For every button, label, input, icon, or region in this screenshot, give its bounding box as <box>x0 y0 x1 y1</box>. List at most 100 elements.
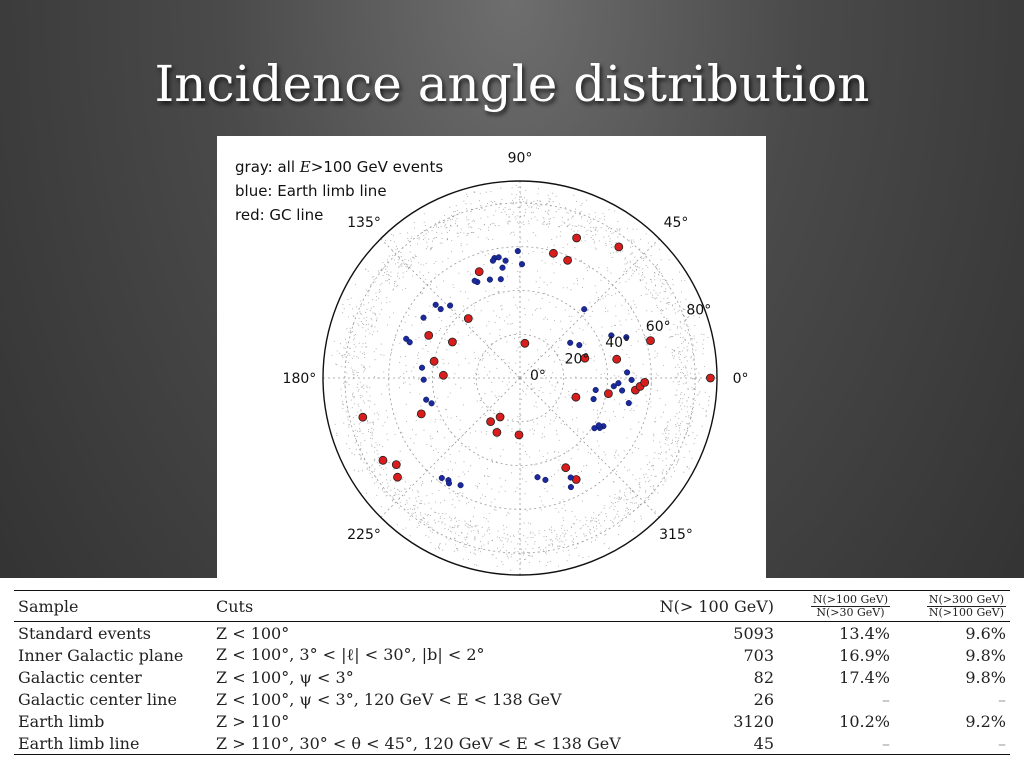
all-events-point <box>513 296 515 298</box>
all-events-point <box>522 391 525 393</box>
all-events-point <box>410 260 412 262</box>
all-events-point <box>596 525 598 527</box>
all-events-point <box>357 323 359 325</box>
all-events-point <box>406 502 408 504</box>
all-events-point <box>409 448 411 450</box>
all-events-point <box>620 324 622 326</box>
all-events-point <box>508 216 510 218</box>
all-events-point <box>676 422 678 424</box>
all-events-point <box>554 389 556 391</box>
earth-limb-line-point <box>502 257 509 264</box>
all-events-point <box>445 537 447 539</box>
all-events-point <box>491 267 493 269</box>
all-events-point <box>675 334 677 336</box>
all-events-point <box>618 496 620 498</box>
all-events-point <box>620 251 622 253</box>
all-events-point <box>484 340 487 342</box>
all-events-point <box>686 406 688 408</box>
all-events-point <box>660 446 662 448</box>
all-events-point <box>618 525 620 527</box>
all-events-point <box>600 373 602 375</box>
all-events-point <box>683 429 685 431</box>
all-events-point <box>566 529 568 531</box>
all-events-point <box>599 514 601 516</box>
all-events-point <box>338 352 340 354</box>
all-events-point <box>409 437 412 440</box>
all-events-point <box>645 233 647 235</box>
all-events-point <box>349 327 351 329</box>
all-events-point <box>427 514 429 516</box>
all-events-point <box>382 425 384 427</box>
all-events-point <box>587 526 589 528</box>
all-events-point <box>447 231 449 234</box>
all-events-point <box>653 297 655 299</box>
all-events-point <box>527 522 530 524</box>
all-events-point <box>608 209 610 211</box>
all-events-point <box>653 457 655 459</box>
all-events-point <box>627 513 629 515</box>
all-events-point <box>453 313 455 315</box>
all-events-point <box>580 225 582 227</box>
all-events-point <box>502 449 504 451</box>
all-events-point <box>676 326 679 328</box>
all-events-point <box>516 307 518 309</box>
all-events-point <box>680 333 682 335</box>
all-events-point <box>528 363 530 365</box>
all-events-point <box>474 357 476 359</box>
all-events-point <box>549 381 551 383</box>
all-events-point <box>647 481 649 483</box>
all-events-point <box>595 229 597 231</box>
all-events-point <box>680 408 683 410</box>
all-events-point <box>527 537 529 539</box>
all-events-point <box>498 395 500 397</box>
all-events-point <box>677 381 679 383</box>
all-events-point <box>349 303 351 306</box>
all-events-point <box>632 502 634 504</box>
all-events-point <box>546 224 548 226</box>
all-events-point <box>404 494 406 496</box>
all-events-point <box>643 259 645 262</box>
all-events-point <box>452 499 454 501</box>
all-events-point <box>576 417 578 419</box>
all-events-point <box>525 548 527 550</box>
all-events-point <box>508 381 510 383</box>
cell-ratio-100-30: 13.4% <box>839 623 890 643</box>
all-events-point <box>473 302 475 304</box>
all-events-point <box>671 336 673 338</box>
all-events-point <box>397 502 399 505</box>
all-events-point <box>362 327 364 329</box>
all-events-point <box>381 393 383 395</box>
all-events-point <box>487 520 489 522</box>
all-events-point <box>568 390 570 392</box>
all-events-point <box>672 335 674 338</box>
all-events-point <box>420 292 422 294</box>
all-events-point <box>579 520 581 522</box>
all-events-point <box>620 331 622 333</box>
gc-line-point <box>438 370 448 380</box>
all-events-point <box>560 339 563 341</box>
all-events-point <box>666 439 668 441</box>
all-events-point <box>514 491 517 493</box>
all-events-point <box>371 465 373 467</box>
all-events-point <box>671 305 674 307</box>
all-events-point <box>493 252 495 254</box>
all-events-point <box>590 221 592 223</box>
all-events-point <box>461 541 463 543</box>
all-events-point <box>372 423 374 425</box>
all-events-point <box>427 231 429 233</box>
all-events-point <box>549 205 551 207</box>
all-events-point <box>522 252 524 254</box>
all-events-point <box>649 479 651 481</box>
all-events-point <box>674 451 676 454</box>
all-events-point <box>392 312 395 314</box>
all-events-point <box>491 391 493 393</box>
all-events-point <box>541 260 543 262</box>
all-events-point <box>672 284 674 286</box>
all-events-point <box>553 272 555 274</box>
all-events-point <box>410 264 412 266</box>
all-events-point <box>460 436 462 438</box>
radial-gridline <box>475 333 565 423</box>
all-events-point <box>676 445 678 447</box>
all-events-point <box>391 254 394 257</box>
all-events-point <box>493 222 495 224</box>
